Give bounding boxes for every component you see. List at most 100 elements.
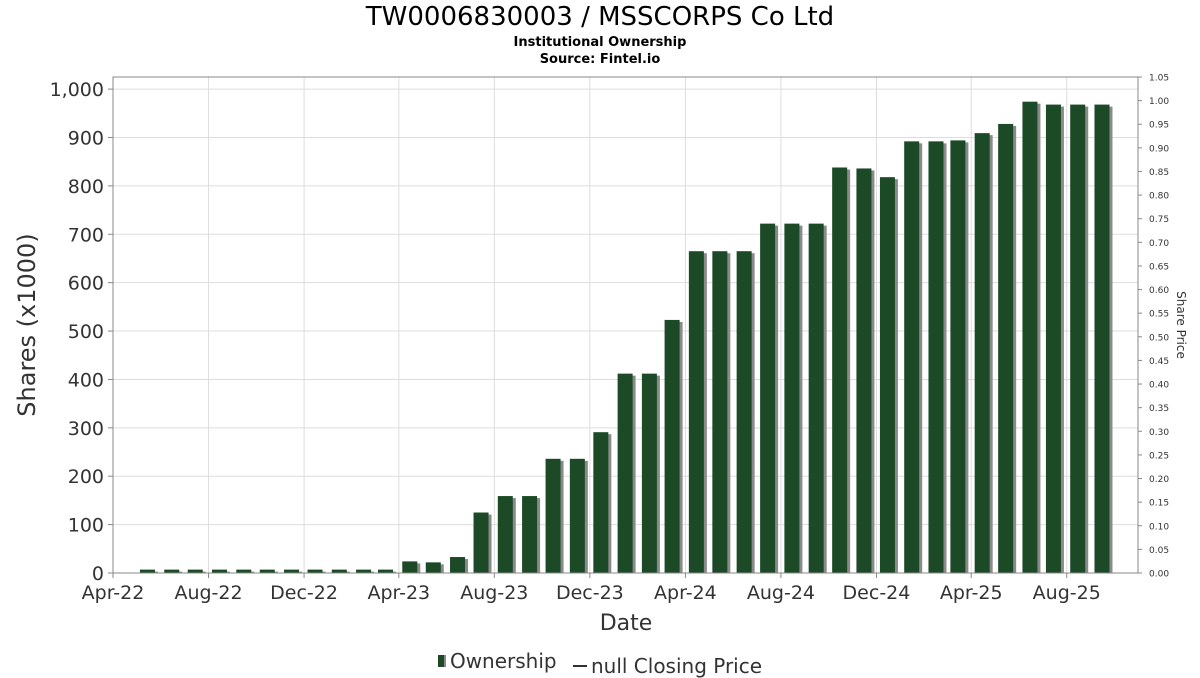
y-tick-label: 1,000: [50, 79, 104, 101]
bar-fill: [356, 569, 372, 573]
y-tick-label: 500: [68, 321, 104, 343]
bar-fill: [760, 223, 776, 573]
bar-fill: [569, 458, 585, 573]
bar-fill: [331, 569, 347, 573]
bar: [928, 141, 947, 574]
bar-fill: [688, 251, 704, 573]
bar: [784, 223, 803, 573]
y2-tick-label: 0.55: [1149, 310, 1169, 320]
y2-tick-label: 0.90: [1149, 144, 1169, 154]
bar: [736, 251, 755, 573]
bar: [377, 569, 396, 573]
bar-fill: [974, 133, 990, 573]
bar-fill: [832, 167, 848, 574]
legend-price-label: null Closing Price: [590, 654, 763, 678]
bar: [473, 512, 492, 573]
bar-fill: [377, 569, 393, 573]
bar: [1045, 104, 1064, 574]
x-tick-label: Aug-25: [1033, 582, 1101, 604]
bar-fill: [1070, 104, 1086, 574]
x-tick-label: Apr-24: [654, 582, 717, 604]
bar-fill: [641, 373, 657, 573]
bar-fill: [904, 141, 920, 574]
bar: [688, 251, 707, 573]
bar: [808, 223, 827, 573]
bar: [236, 569, 255, 573]
bar: [187, 569, 206, 573]
bar: [402, 561, 421, 573]
y2-tick-label: 0.35: [1149, 404, 1169, 414]
bar: [760, 223, 779, 573]
bar-fill: [784, 223, 800, 573]
y2-tick-label: 0.85: [1149, 168, 1169, 178]
bar-fill: [593, 432, 609, 573]
y2-tick-label: 0.45: [1149, 357, 1169, 367]
bar: [617, 373, 636, 573]
bar: [569, 458, 588, 573]
x-tick-label: Aug-23: [460, 582, 528, 604]
bar-fill: [139, 569, 155, 573]
bar: [1070, 104, 1089, 574]
bar-fill: [1022, 101, 1038, 574]
chart-title: TW0006830003 / MSSCORPS Co Ltd: [365, 2, 835, 32]
x-axis: Apr-22 Aug-22 Dec-22 Apr-23 Aug-23 Dec-23 Apr-…: [82, 573, 1101, 604]
bar-fill: [450, 557, 466, 573]
y-tick-label: 700: [68, 224, 104, 246]
y2-tick-label: 0.95: [1149, 121, 1169, 131]
bar: [425, 562, 444, 573]
y-tick-label: 600: [68, 273, 104, 295]
y2-tick-label: 0.75: [1149, 215, 1169, 225]
bar: [1022, 101, 1041, 574]
y2-tick-label: 1.05: [1149, 74, 1169, 84]
y2-tick-label: 0.15: [1149, 499, 1169, 509]
y2-tick-label: 0.20: [1149, 475, 1169, 485]
bar-fill: [808, 223, 824, 573]
y-axis-right: 0.00 0.05 0.10 0.15 0.20 0.25 0.30 0.35 0.40 0.45…: [1138, 74, 1169, 580]
bar-fill: [856, 168, 872, 573]
bar: [497, 496, 516, 573]
bar: [307, 569, 326, 573]
bar-fill: [950, 140, 966, 573]
bar-fill: [164, 569, 180, 573]
legend-ownership: Ownership: [437, 649, 557, 673]
legend-price: null Closing Price: [567, 654, 762, 678]
chart-subtitle: Institutional Ownership: [513, 35, 687, 50]
bar: [904, 141, 923, 574]
bar: [356, 569, 375, 573]
bar-fill: [284, 569, 300, 573]
bar: [211, 569, 230, 573]
bar: [139, 569, 158, 573]
bar: [331, 569, 350, 573]
y2-tick-label: 0.25: [1149, 451, 1169, 461]
bar: [522, 496, 541, 573]
y-tick-label: 100: [68, 515, 104, 537]
bar: [712, 251, 731, 573]
price-line-icon: [572, 665, 587, 667]
x-tick-label: Dec-23: [556, 582, 624, 604]
bar-fill: [879, 177, 895, 574]
bar: [284, 569, 303, 573]
bar: [1094, 104, 1113, 574]
bar: [593, 432, 612, 573]
bar: [879, 177, 898, 574]
bar-fill: [187, 569, 203, 573]
x-tick-label: Apr-22: [82, 582, 145, 604]
ownership-swatch-icon: [437, 655, 446, 667]
y2-tick-label: 0.05: [1149, 546, 1169, 556]
bar: [832, 167, 851, 574]
x-tick-label: Apr-23: [367, 582, 430, 604]
bar-fill: [236, 569, 252, 573]
y2-axis-label: Share Price: [1174, 291, 1188, 359]
y2-tick-label: 0.10: [1149, 522, 1169, 532]
y-tick-label: 300: [68, 418, 104, 440]
bar: [664, 319, 683, 573]
y2-tick-label: 0.80: [1149, 192, 1169, 202]
bar-fill: [998, 123, 1014, 573]
bar: [998, 123, 1017, 573]
y2-tick-label: 0.30: [1149, 428, 1169, 438]
plot-area: [112, 76, 1139, 574]
bar-fill: [712, 251, 728, 573]
y-axis-label: Shares (x1000): [13, 233, 41, 416]
x-tick-label: Apr-25: [940, 582, 1003, 604]
bar-fill: [617, 373, 633, 573]
